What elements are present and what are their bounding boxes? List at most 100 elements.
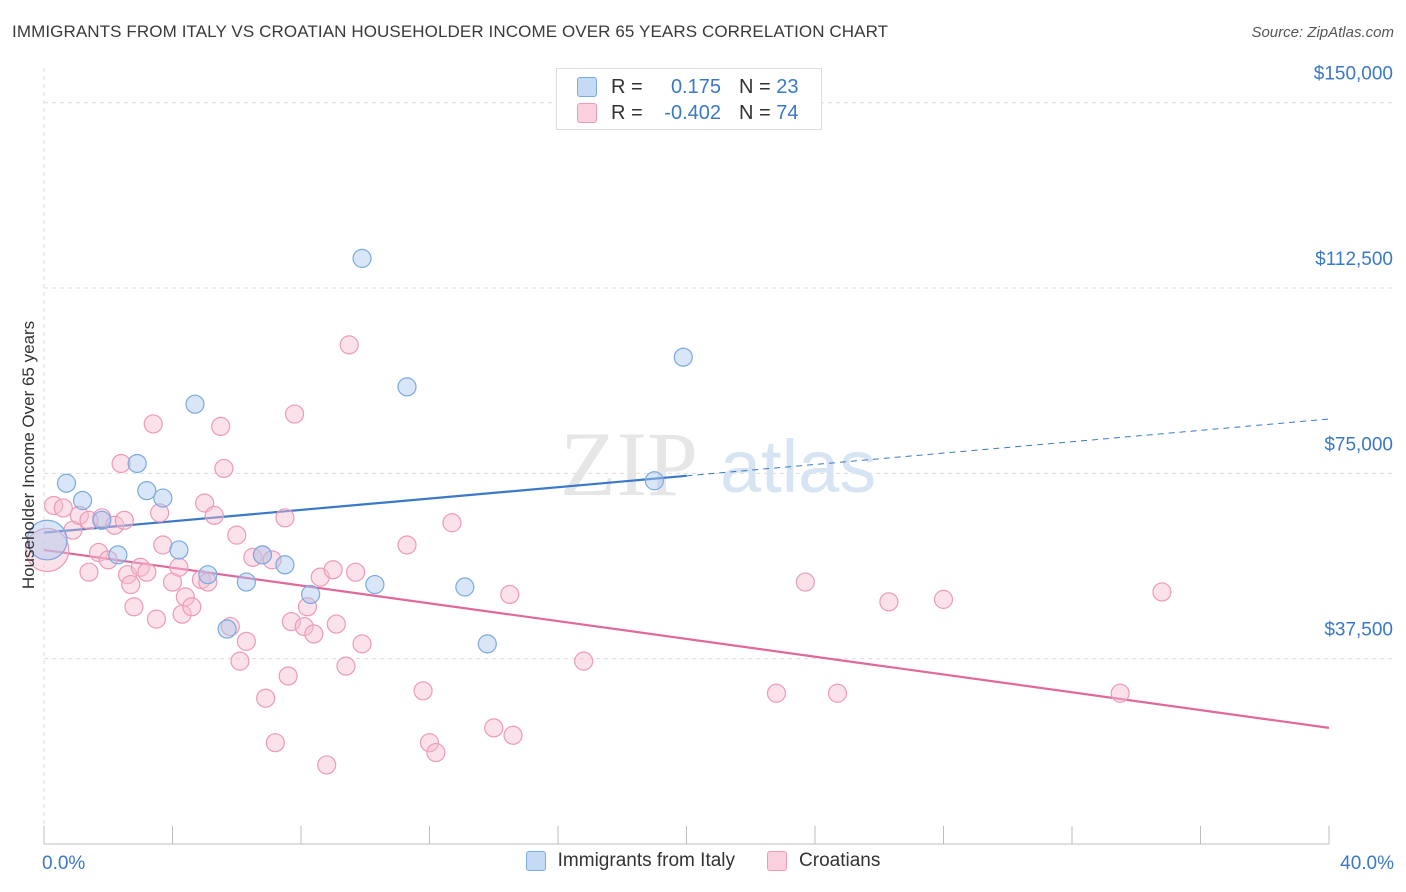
- point-croatians: [220, 616, 240, 637]
- point-italy: [185, 394, 205, 414]
- point-croatians: [265, 733, 285, 753]
- point-italy: [644, 471, 664, 491]
- y-tick-label: $75,000: [1324, 434, 1393, 455]
- point-croatians: [79, 562, 99, 582]
- point-croatians: [124, 597, 144, 617]
- point-croatians: [98, 550, 118, 570]
- point-croatians: [227, 525, 247, 545]
- point-croatians: [352, 634, 372, 654]
- series-legend: Immigrants from Italy Croatians: [0, 850, 1406, 872]
- point-croatians: [275, 508, 295, 528]
- point-italy: [56, 473, 77, 493]
- x-tick-label: 40.0%: [1340, 853, 1394, 874]
- legend-n-value: 74: [776, 101, 799, 124]
- point-croatians: [111, 453, 131, 474]
- point-croatians: [121, 574, 141, 595]
- point-croatians: [130, 557, 150, 577]
- legend-swatch-italy: [577, 77, 597, 97]
- legend-row-croatians: R = -0.402 N = 74: [577, 100, 799, 126]
- point-italy: [275, 555, 295, 575]
- data-points: [25, 248, 1172, 775]
- point-italy: [252, 545, 273, 565]
- trend-line-croatians: [43, 548, 1330, 729]
- point-croatians: [262, 550, 282, 570]
- chart-title: IMMIGRANTS FROM ITALY VS CROATIAN HOUSEH…: [12, 22, 889, 41]
- series-name-italy: Immigrants from Italy: [557, 850, 736, 871]
- point-croatians: [323, 560, 343, 580]
- legend-r-value: 0.175: [670, 75, 721, 98]
- point-italy: [217, 619, 237, 639]
- source-label: Source: ZipAtlas.com: [1251, 24, 1394, 41]
- stats-legend: R = 0.175 N = 23 R = -0.402 N = 74: [556, 68, 822, 130]
- point-croatians: [169, 557, 189, 577]
- point-croatians: [1110, 683, 1130, 703]
- point-croatians: [278, 666, 298, 686]
- point-croatians: [204, 505, 224, 525]
- point-croatians: [317, 755, 337, 775]
- y-tick-label: $37,500: [1324, 620, 1393, 641]
- point-croatians: [294, 616, 314, 637]
- point-italy: [477, 634, 497, 654]
- point-croatians: [256, 688, 276, 708]
- point-croatians: [413, 681, 433, 701]
- legend-n-value: 23: [776, 75, 799, 98]
- legend-swatch-croatians: [577, 103, 597, 123]
- point-italy: [198, 565, 218, 585]
- series-name-croatians: Croatians: [799, 850, 881, 871]
- point-croatians: [198, 572, 218, 592]
- series-swatch-italy: [525, 851, 546, 871]
- point-croatians: [25, 527, 70, 573]
- point-italy: [365, 574, 385, 595]
- point-croatians: [879, 592, 899, 612]
- point-croatians: [175, 587, 195, 607]
- point-italy: [137, 481, 157, 501]
- legend-r-label: R =: [611, 75, 643, 98]
- point-croatians: [346, 562, 366, 582]
- y-axis-label: Householder Income Over 65 years: [19, 321, 38, 589]
- watermark-zip: ZIP: [560, 413, 698, 515]
- tick-labels: $37,500 $75,000 $112,500 $150,000 0.0% 40.0%: [42, 64, 1394, 874]
- legend-n-label: N =: [739, 75, 771, 98]
- point-croatians: [182, 597, 202, 617]
- point-croatians: [574, 651, 594, 671]
- point-italy: [72, 490, 93, 511]
- x-tick-label: 0.0%: [42, 853, 85, 874]
- point-croatians: [503, 725, 523, 745]
- series-legend-croatians: Croatians: [767, 850, 880, 872]
- point-italy: [352, 248, 372, 268]
- point-italy: [169, 540, 189, 560]
- point-croatians: [281, 612, 301, 632]
- point-croatians: [795, 572, 815, 592]
- y-tick-label: $150,000: [1314, 64, 1393, 85]
- trend-line-italy: [43, 474, 687, 534]
- point-croatians: [214, 458, 234, 479]
- point-croatians: [143, 414, 163, 434]
- point-croatians: [137, 562, 157, 582]
- point-croatians: [442, 513, 462, 533]
- point-croatians: [397, 535, 417, 555]
- trend-lines: [43, 418, 1330, 729]
- point-croatians: [933, 589, 954, 609]
- point-croatians: [230, 651, 250, 671]
- point-italy: [127, 453, 147, 474]
- point-croatians: [150, 503, 170, 523]
- point-croatians: [153, 535, 173, 555]
- series-legend-italy: Immigrants from Italy: [525, 850, 736, 872]
- y-tick-label: $112,500: [1315, 249, 1393, 270]
- point-croatians: [419, 733, 440, 753]
- point-italy: [153, 488, 173, 508]
- point-croatians: [326, 614, 346, 634]
- legend-n-label: N =: [739, 101, 771, 124]
- trend-line-italy-extension: [686, 418, 1330, 477]
- watermark-atlas: atlas: [720, 425, 876, 508]
- point-croatians: [426, 742, 446, 763]
- point-italy: [673, 347, 693, 367]
- point-croatians: [105, 515, 125, 535]
- legend-row-italy: R = 0.175 N = 23: [577, 74, 799, 100]
- point-italy: [236, 572, 256, 592]
- point-croatians: [146, 609, 167, 629]
- point-croatians: [304, 624, 324, 644]
- point-croatians: [236, 631, 256, 651]
- point-croatians: [1152, 582, 1172, 602]
- point-croatians: [336, 656, 356, 676]
